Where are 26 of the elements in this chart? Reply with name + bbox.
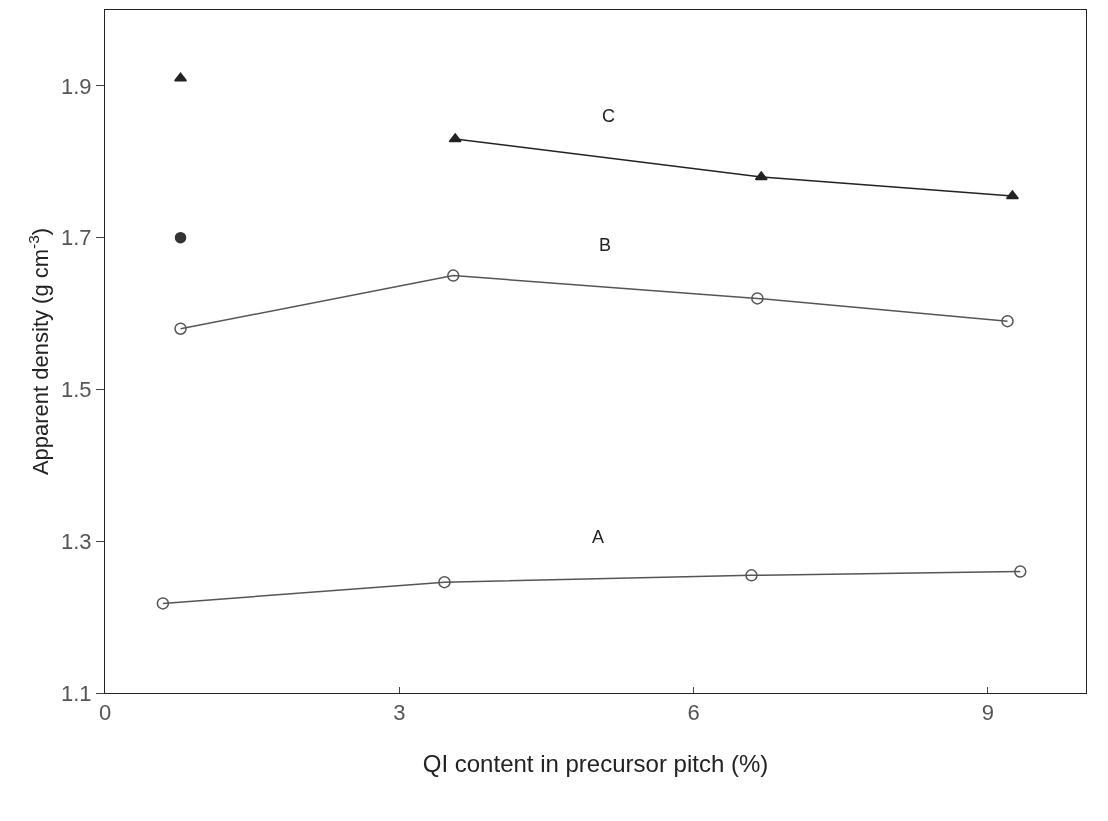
point (1014, 565, 1027, 578)
point (1005, 190, 1019, 200)
point (438, 575, 451, 589)
x-axis-title: QI content in precursor pitch (%) (422, 749, 769, 777)
y-tick-label: 1.1 (61, 680, 92, 706)
point (1001, 314, 1014, 328)
x-tick-label: 3 (393, 700, 406, 726)
series-label: B (599, 235, 612, 255)
x-tick-label: 9 (981, 700, 995, 726)
y-tick-label: 1.7 (61, 225, 92, 251)
y-tick-label: 1.9 (61, 73, 92, 99)
point (174, 231, 187, 244)
series-label: A (592, 527, 605, 547)
point (751, 292, 764, 305)
y-tick-label: 1.3 (61, 528, 92, 554)
point (447, 269, 460, 282)
series-label: C (602, 106, 615, 126)
point (174, 322, 187, 335)
x-tick-label: 6 (687, 700, 700, 726)
x-tick-label: 0 (98, 700, 112, 726)
point (745, 569, 758, 582)
point (448, 133, 462, 143)
y-tick-label: 1.5 (61, 377, 92, 403)
point (174, 72, 188, 82)
point (754, 171, 768, 181)
point (156, 597, 170, 610)
